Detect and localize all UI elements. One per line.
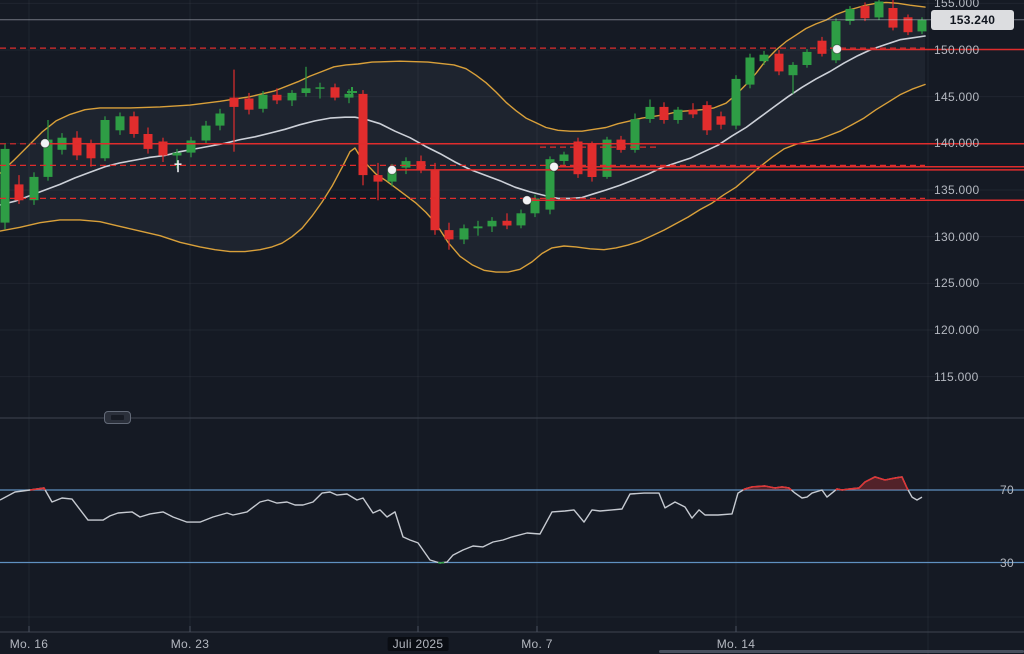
last-price-badge: 153.240: [931, 9, 1014, 30]
price-axis-label: 115.000: [934, 369, 979, 384]
rsi-level-30-label: 30: [1000, 555, 1014, 570]
time-axis-label: Mo. 14: [716, 637, 756, 651]
price-axis-label: 130.000: [934, 229, 980, 244]
alert-anchor-dot: [522, 195, 532, 206]
alert-anchor-dot: [387, 164, 397, 175]
time-scrollbar[interactable]: [659, 650, 1024, 653]
price-axis-label: 150.000: [934, 43, 980, 57]
alert-anchor-dot: [40, 138, 50, 149]
time-axis-label: Mo. 23: [170, 637, 210, 651]
bollinger-bands: [0, 1, 926, 273]
time-axis-label: Mo. 7: [521, 637, 553, 651]
level-lines[interactable]: [0, 47, 1024, 202]
pane-collapse-handle[interactable]: [104, 411, 131, 424]
grip-icon: [111, 415, 124, 420]
time-axis-label: Mo. 16: [9, 637, 49, 651]
alert-anchor-dot: [549, 161, 559, 172]
candles: [0, 0, 927, 250]
time-axis-label: Juli 2025: [387, 637, 449, 651]
line-anchor-markers[interactable]: [40, 44, 842, 206]
price-axis-label: 125.000: [934, 276, 980, 291]
price-axis-label: 155.000: [934, 0, 980, 11]
price-axis-label: 145.000: [934, 89, 980, 104]
rsi-level-70-label: 70: [1000, 483, 1014, 497]
price-axis-label: 135.000: [934, 182, 980, 197]
price-axis-label: 120.000: [934, 322, 980, 337]
alert-anchor-dot: [832, 44, 842, 55]
price-axis-label: 140.000: [934, 136, 980, 151]
rsi-panel: [0, 476, 1024, 564]
